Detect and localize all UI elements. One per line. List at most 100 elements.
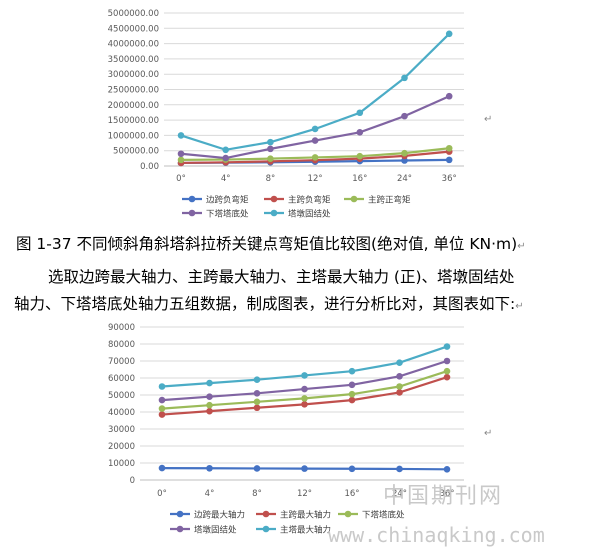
return-mark: ↵ (517, 241, 526, 252)
data-point (348, 367, 356, 375)
legend-swatch-marker (262, 510, 270, 518)
y-tick-label: 50000 (108, 391, 135, 401)
y-tick-label: 20000 (108, 442, 135, 452)
y-tick-label: 1500000.00 (108, 116, 159, 126)
paragraph-line-2-text: 轴力、下塔塔底处轴力五组数据，制成图表，进行分析比对，其图表如下: (14, 295, 516, 313)
data-point (301, 395, 308, 402)
return-mark: ↵ (515, 301, 524, 312)
data-point (177, 156, 185, 164)
y-tick-label: 40000 (108, 408, 135, 418)
data-point (267, 138, 274, 146)
data-point (301, 401, 308, 408)
x-tick-label: 12° (308, 174, 323, 184)
y-tick-label: 2500000.00 (108, 86, 159, 96)
data-point (301, 465, 308, 472)
series-line (180, 33, 450, 151)
data-point (267, 145, 274, 153)
data-point (445, 30, 453, 38)
x-tick-label: 16° (344, 489, 359, 499)
data-point (445, 156, 453, 164)
data-point (401, 149, 408, 157)
return-mark: ↵ (484, 114, 492, 125)
data-point (443, 367, 451, 375)
x-tick-label: 36° (439, 489, 454, 499)
data-point (177, 132, 185, 139)
y-tick-label: 4000000.00 (108, 40, 159, 50)
watermark-chinese: 中国期刊网 (383, 484, 504, 509)
data-point (222, 154, 229, 162)
data-point (443, 357, 451, 365)
legend-label: 主跨最大轴力 (280, 510, 331, 521)
x-tick-label: 0° (157, 489, 167, 499)
data-point (396, 465, 403, 473)
caption-text: 图 1-37 不同倾斜角斜塔斜拉桥关键点弯矩值比较图(绝对值, 单位 KN·m) (16, 235, 518, 253)
watermark-url: www.chinaqking.com (328, 523, 545, 547)
x-tick-label: 16° (352, 174, 367, 184)
legend-label: 下塔塔底处 (362, 510, 405, 521)
legend-swatch-marker (270, 209, 278, 217)
data-point (158, 396, 166, 404)
data-point (301, 372, 308, 379)
data-point (253, 376, 261, 383)
data-point (401, 74, 408, 82)
y-tick-label: 4500000.00 (108, 24, 159, 34)
x-tick-label: 36° (442, 174, 457, 184)
y-tick-label: 2000000.00 (108, 101, 159, 111)
y-tick-label: 5000000.00 (108, 9, 159, 19)
data-point (396, 389, 403, 396)
series-line (161, 359, 448, 402)
legend-label: 主跨正弯矩 (368, 195, 411, 206)
y-tick-label: 0.00 (140, 162, 159, 172)
data-point (267, 155, 274, 162)
data-point (158, 411, 166, 418)
data-point (443, 465, 451, 473)
paragraph-line-1-text: 选取边跨最大轴力、主跨最大轴力、主塔最大轴力 (正)、塔墩固结处 (48, 268, 515, 286)
y-tick-label: 30000 (108, 425, 135, 435)
data-point (253, 465, 261, 472)
y-tick-label: 10000 (108, 459, 135, 469)
x-tick-label: 4° (205, 489, 215, 499)
legend-label: 边跨负弯矩 (206, 195, 249, 206)
legend-swatch-marker (188, 209, 196, 217)
data-point (206, 407, 213, 415)
x-tick-label: 24° (397, 174, 412, 184)
return-mark: ↵ (484, 428, 492, 439)
data-point (348, 396, 356, 404)
data-point (301, 385, 308, 393)
data-point (348, 390, 356, 398)
legend-swatch-marker (344, 510, 352, 518)
data-point (206, 401, 213, 409)
data-point (396, 373, 403, 380)
legend-label: 边跨最大轴力 (194, 510, 245, 521)
data-point (177, 150, 185, 158)
y-tick-label: 1000000.00 (108, 131, 159, 141)
data-point (311, 154, 319, 161)
y-tick-label: 3500000.00 (108, 55, 159, 65)
paragraph-line-2: 轴力、下塔塔底处轴力五组数据，制成图表，进行分析比对，其图表如下:↵ (14, 292, 524, 314)
data-point (348, 465, 356, 473)
legend-swatch-marker (188, 195, 196, 203)
data-point (401, 157, 408, 164)
data-point (396, 383, 403, 390)
y-tick-label: 90000 (108, 323, 135, 333)
data-point (253, 398, 261, 406)
legend-label: 主跨负弯矩 (288, 195, 331, 206)
x-tick-label: 0° (176, 174, 186, 184)
legend-label: 塔墩固结处 (288, 209, 331, 220)
data-point (158, 383, 166, 390)
data-point (356, 129, 364, 136)
x-tick-label: 8° (252, 489, 262, 499)
legend-label: 塔墩固结处 (194, 525, 237, 536)
legend-swatch-marker (176, 510, 184, 518)
data-point (443, 373, 451, 381)
x-tick-label: 12° (297, 489, 312, 499)
y-tick-label: 3000000.00 (108, 70, 159, 80)
data-point (445, 92, 453, 100)
data-point (311, 137, 319, 144)
legend-swatch-marker (270, 195, 278, 203)
axial-force-chart: 0 10000 20000 30000 40000 50000 60000 70000 8000… (108, 323, 492, 536)
data-point (443, 343, 451, 350)
legend-swatch-marker (176, 525, 184, 533)
data-point (348, 381, 356, 389)
series-line (161, 345, 448, 388)
